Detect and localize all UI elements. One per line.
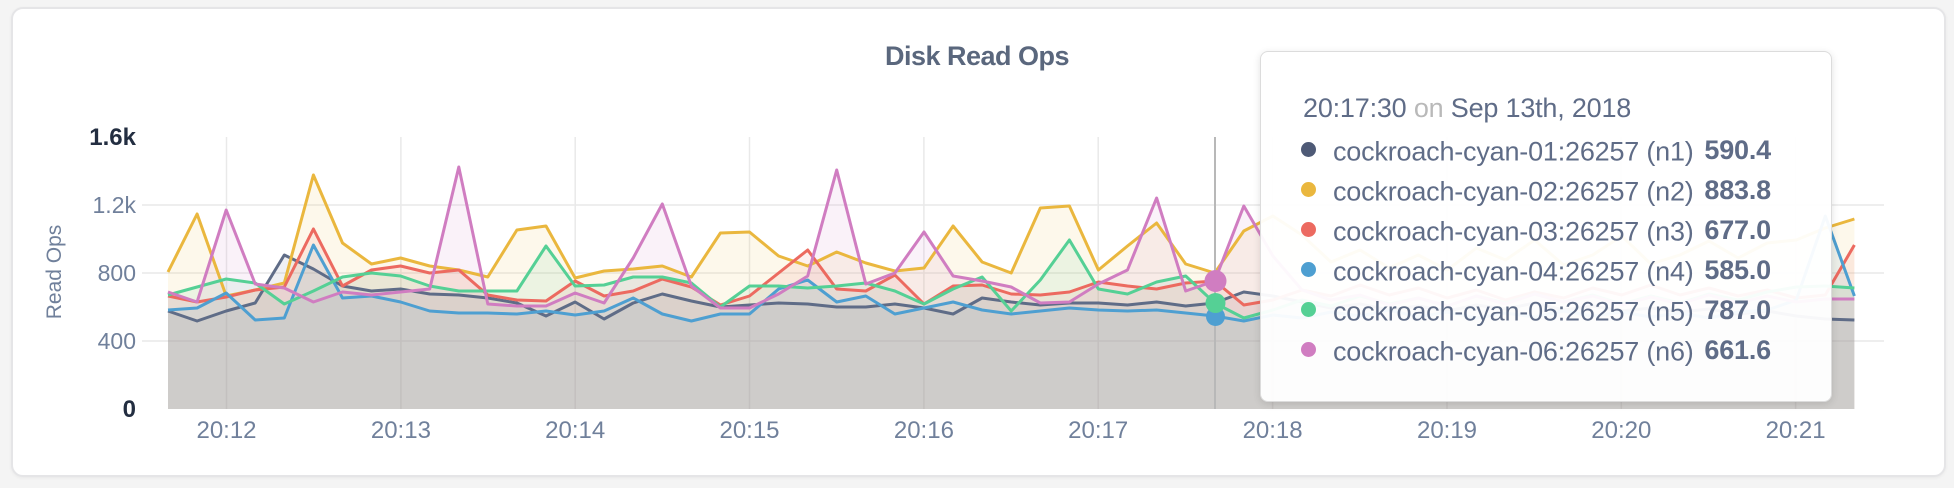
svg-text:Read Ops: Read Ops: [43, 225, 66, 320]
svg-text:1.6k: 1.6k: [89, 124, 136, 151]
svg-text:20:13: 20:13: [371, 417, 431, 444]
svg-text:20:16: 20:16: [894, 417, 954, 444]
svg-text:20:12: 20:12: [196, 417, 256, 444]
svg-text:20:17: 20:17: [1068, 417, 1128, 444]
svg-text:20:14: 20:14: [545, 417, 605, 444]
svg-text:20:20: 20:20: [1591, 417, 1651, 444]
svg-text:20:18: 20:18: [1243, 417, 1303, 444]
svg-text:1.2k: 1.2k: [93, 192, 137, 218]
svg-text:0: 0: [123, 396, 136, 423]
svg-text:20:19: 20:19: [1417, 417, 1477, 444]
svg-text:400: 400: [98, 328, 136, 354]
svg-text:20:21: 20:21: [1766, 417, 1826, 444]
svg-text:800: 800: [98, 260, 136, 286]
svg-text:20:15: 20:15: [719, 417, 779, 444]
